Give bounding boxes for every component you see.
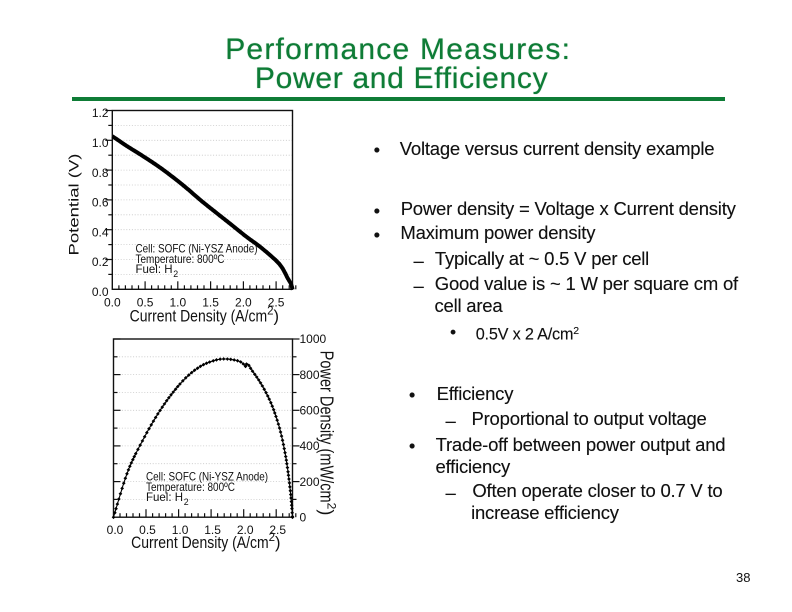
svg-text:1.5: 1.5 [204, 523, 221, 537]
svg-text:0.0: 0.0 [107, 523, 124, 537]
svg-text:0.0: 0.0 [104, 296, 121, 310]
svg-text:0.2: 0.2 [92, 255, 109, 269]
svg-text:1.0: 1.0 [92, 136, 109, 150]
svg-text:Cell: SOFC (Ni-YSZ Anode): Cell: SOFC (Ni-YSZ Anode) [136, 242, 258, 256]
svg-text:800: 800 [300, 368, 320, 382]
svg-text:1.0: 1.0 [169, 296, 186, 310]
svg-text:Fuel: H: Fuel: H [146, 490, 183, 504]
svg-text:1.5: 1.5 [202, 296, 219, 310]
svg-text:0.6: 0.6 [92, 196, 109, 210]
svg-text:Fuel: H: Fuel: H [136, 262, 173, 276]
svg-text:Current Density (A/cm2): Current Density (A/cm2) [130, 306, 279, 326]
svg-text:1.0: 1.0 [172, 523, 189, 537]
svg-text:0.0: 0.0 [92, 285, 109, 299]
svg-text:Power Density (mW/cm2): Power Density (mW/cm2) [317, 351, 339, 516]
svg-text:600: 600 [300, 404, 320, 418]
svg-text:2: 2 [173, 269, 178, 279]
svg-text:200: 200 [300, 475, 320, 489]
svg-text:2.0: 2.0 [237, 523, 254, 537]
svg-text:1000: 1000 [300, 332, 327, 346]
svg-text:400: 400 [300, 439, 320, 453]
svg-text:0.4: 0.4 [92, 225, 109, 239]
svg-text:0: 0 [300, 510, 307, 524]
svg-text:Temperature: 800ºC: Temperature: 800ºC [146, 480, 235, 494]
svg-text:Temperature: 800ºC: Temperature: 800ºC [136, 252, 225, 266]
svg-text:0.5: 0.5 [139, 523, 156, 537]
svg-text:Potential (V): Potential (V) [65, 153, 81, 255]
svg-text:1.2: 1.2 [92, 106, 109, 120]
svg-text:2.5: 2.5 [269, 523, 286, 537]
svg-text:0.5: 0.5 [137, 296, 154, 310]
svg-text:Cell: SOFC (Ni-YSZ Anode): Cell: SOFC (Ni-YSZ Anode) [146, 469, 268, 483]
svg-text:Current Density (A/cm2): Current Density (A/cm2) [131, 532, 280, 552]
svg-text:0.8: 0.8 [92, 166, 109, 180]
svg-text:2.0: 2.0 [235, 296, 252, 310]
svg-text:2: 2 [184, 497, 189, 507]
svg-text:2.5: 2.5 [268, 296, 285, 310]
